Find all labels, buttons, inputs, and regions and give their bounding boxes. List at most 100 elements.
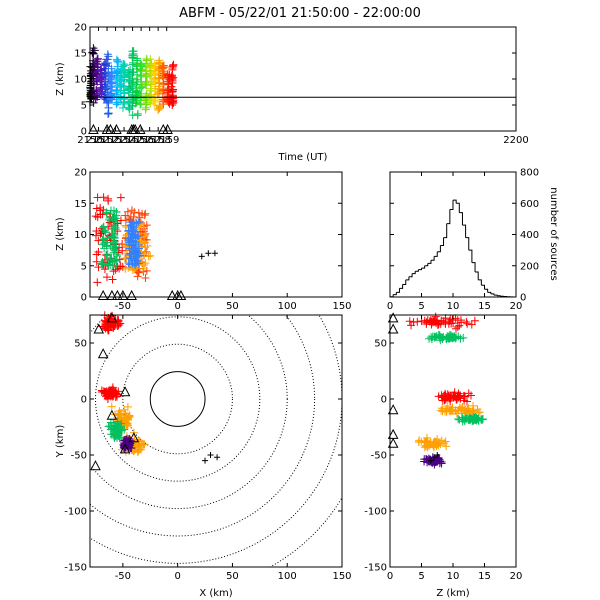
x-z-triangle: [175, 289, 187, 300]
time-height-point: [104, 109, 113, 118]
histogram-y-tick-label: 600: [520, 199, 539, 210]
histogram-bin: [412, 271, 416, 275]
x-z-flash-point: [205, 250, 212, 257]
time-height-point: [141, 96, 150, 105]
z-y-point: [460, 396, 469, 405]
z-y-point: [472, 416, 481, 425]
x-y-marks: [90, 311, 342, 567]
x-z-point: [94, 248, 103, 257]
x-z-point: [132, 219, 141, 228]
x-z-point: [101, 228, 110, 237]
x-z-triangle: [106, 289, 118, 300]
z-y-point: [421, 455, 430, 464]
histogram-x-tick-label: 10: [447, 301, 460, 312]
x-z-point: [135, 233, 144, 242]
z-y-y-tick-label: 50: [374, 339, 387, 350]
x-z-x-tick-label: -50: [115, 301, 131, 312]
x-z-triangle: [97, 289, 109, 300]
time-height-point: [103, 58, 112, 67]
x-z-point: [116, 193, 125, 202]
time-height-point: [133, 70, 142, 79]
x-y-point: [140, 440, 149, 449]
time-height-panel: Time (UT) Z (km) 21502151215221532154215…: [55, 23, 529, 164]
z-y-ticks: 0 5 10 15 20 -150 -100 -50 0 50: [364, 315, 522, 582]
x-y-y-tick-label: -100: [64, 507, 87, 518]
z-y-point: [433, 316, 442, 325]
time-height-point: [129, 49, 138, 58]
histogram-bin: [427, 260, 432, 264]
x-z-point: [100, 265, 109, 274]
time-height-point: [128, 101, 137, 110]
z-y-point: [441, 318, 450, 327]
time-height-point: [163, 70, 172, 79]
histogram-bin: [421, 265, 426, 269]
x-z-point: [109, 267, 118, 276]
x-z-triangle: [112, 289, 123, 300]
z-y-point: [450, 388, 459, 397]
histogram-bin: [453, 199, 457, 204]
time-height-point: [96, 84, 105, 93]
z-y-x-tick-label: 15: [478, 571, 491, 582]
x-z-point: [112, 250, 121, 259]
histogram-x-tick-label: 5: [418, 301, 424, 312]
histogram-y-tick-label: 200: [520, 261, 539, 272]
x-z-point: [135, 225, 144, 234]
time-height-point: [141, 103, 150, 112]
z-y-y-tick-label: -50: [371, 451, 387, 462]
x-y-flash-point: [202, 457, 209, 464]
z-y-flash-point: [431, 454, 438, 461]
histogram-y-tick-label: 400: [520, 230, 539, 241]
z-y-point: [431, 317, 440, 326]
time-height-point: [113, 56, 122, 65]
x-z-point: [108, 275, 117, 284]
x-z-y-tick-label: 10: [74, 230, 87, 241]
histogram-bin: [484, 288, 489, 293]
time-height-point: [160, 69, 169, 78]
time-height-point: [142, 98, 151, 107]
time-height-x-tick-label: 2150: [77, 135, 102, 146]
x-y-point: [113, 418, 122, 427]
z-y-point: [447, 392, 456, 401]
time-height-point: [128, 53, 137, 62]
time-height-y-tick-label: 0: [81, 127, 87, 138]
z-y-point: [461, 392, 470, 401]
range-rings: [90, 315, 342, 567]
x-y-point: [134, 436, 143, 445]
time-height-point: [169, 60, 178, 69]
x-y-point: [121, 409, 130, 418]
histogram-bin: [399, 284, 404, 289]
z-y-point: [446, 315, 455, 324]
x-z-flash-point: [211, 250, 218, 257]
time-height-point: [146, 67, 155, 76]
x-y-point: [123, 422, 132, 431]
x-y-triangle: [106, 409, 118, 420]
time-height-point: [120, 60, 129, 69]
x-y-ticks: -50 0 50 100 150 -150 -100 -50 0 50: [64, 315, 352, 582]
x-z-x-tick-label: 0: [174, 301, 180, 312]
z-y-point: [440, 396, 449, 405]
histogram-bin: [440, 237, 445, 246]
x-z-point: [105, 215, 114, 224]
x-z-point: [102, 209, 111, 218]
x-z-x-tick-label: 50: [226, 301, 239, 312]
x-y-triangle: [97, 348, 109, 359]
range-ring: [90, 315, 288, 510]
time-height-ticks: 2150215121522153215421552156215721582159…: [74, 23, 528, 147]
x-z-x-tick-label: 100: [278, 301, 297, 312]
z-y-point: [415, 436, 424, 445]
time-height-point: [150, 70, 159, 79]
z-y-point: [463, 407, 472, 416]
z-y-point: [435, 459, 444, 468]
x-z-point: [112, 218, 121, 227]
range-ring: [90, 315, 342, 564]
x-z-y-tick-label: 0: [81, 293, 87, 304]
x-y-y-tick-label: 0: [81, 395, 87, 406]
x-z-point: [121, 211, 130, 220]
time-height-x-tick-label: 2157: [137, 135, 162, 146]
x-y-y-tick-label: -50: [71, 451, 87, 462]
x-z-triangle: [166, 289, 178, 300]
x-z-point: [103, 233, 112, 242]
histogram-bin: [437, 245, 441, 253]
